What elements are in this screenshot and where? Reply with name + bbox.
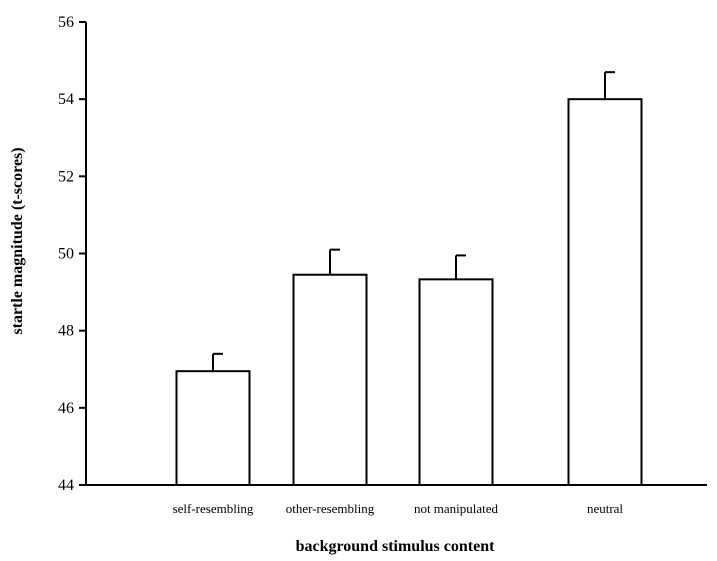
x-tick-label: neutral [587, 501, 623, 516]
x-tick-label: other-resembling [286, 501, 375, 516]
labels: 44 46 48 50 52 54 56 self-resembling other-resem… [58, 14, 623, 516]
bar-other-resembling [292, 273, 368, 486]
x-tick-label: self-resembling [173, 501, 254, 516]
x-tick-label: not manipulated [414, 501, 499, 516]
y-tick-label: 46 [58, 400, 74, 417]
bars [175, 71, 643, 487]
x-axis-title: background stimulus content [296, 538, 496, 555]
y-tick-label: 52 [58, 168, 74, 185]
y-tick-label: 44 [58, 477, 74, 494]
y-tick-label: 48 [58, 323, 74, 340]
bar-self-resembling [175, 370, 251, 486]
y-axis-title: startle magnitude (t-scores) [9, 147, 26, 334]
y-tick-label: 50 [58, 246, 74, 263]
bar-not-manipulated [418, 278, 494, 486]
y-tick-label: 56 [58, 14, 74, 31]
y-tick-label: 54 [58, 91, 74, 108]
bar-neutral [567, 98, 643, 487]
